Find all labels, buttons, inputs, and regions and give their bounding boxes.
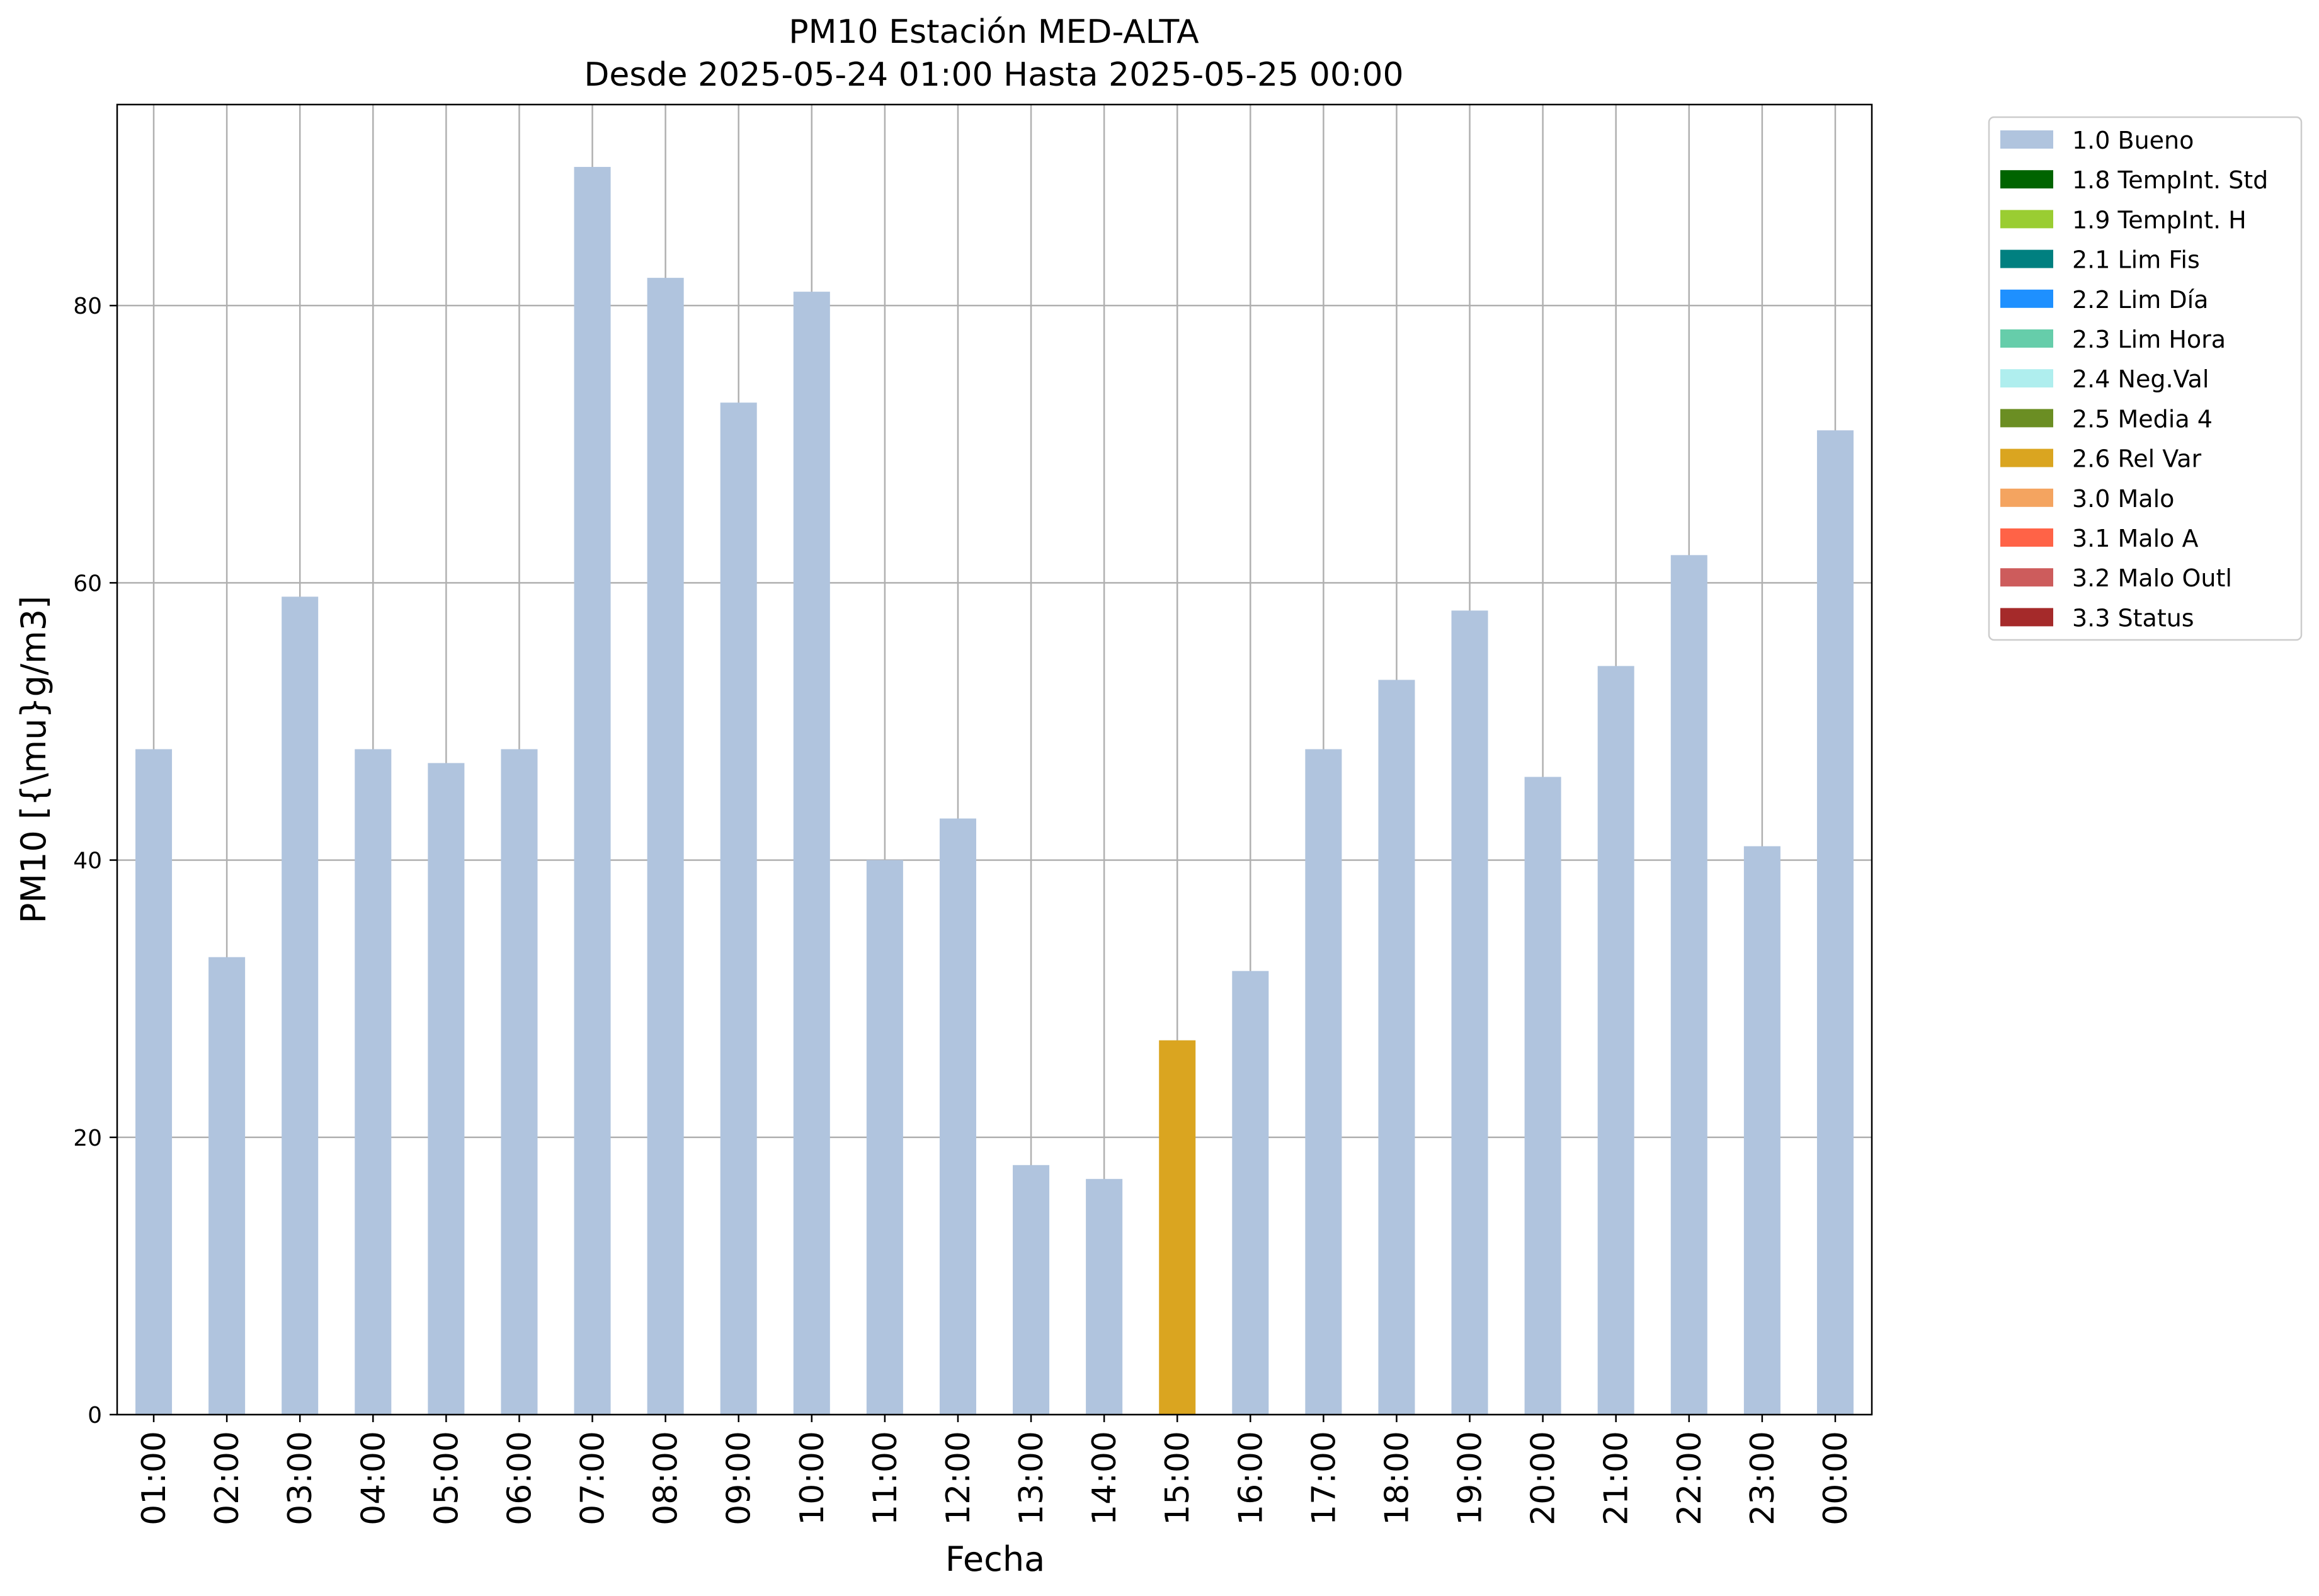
bar-0900 bbox=[720, 402, 757, 1415]
bar-0800 bbox=[647, 278, 684, 1415]
bar-0500 bbox=[428, 763, 465, 1415]
plot-area-frame bbox=[116, 103, 1873, 1416]
chart-title: PM10 Estación MED-ALTA bbox=[789, 13, 1199, 51]
legend-label: 1.0 Bueno bbox=[2072, 127, 2194, 154]
x-tick-label: 21:00 bbox=[1598, 1431, 1636, 1525]
legend-label: 3.0 Malo bbox=[2072, 485, 2174, 513]
legend: 1.0 Bueno 1.8 TempInt. Std 1.9 TempInt. H 2… bbox=[1988, 116, 2303, 641]
bar-2300 bbox=[1743, 846, 1781, 1415]
x-tick-label: 17:00 bbox=[1305, 1431, 1343, 1525]
bar-0000 bbox=[1816, 430, 1854, 1415]
bar-1700 bbox=[1305, 749, 1342, 1415]
x-tick-label: 13:00 bbox=[1013, 1431, 1051, 1525]
y-axis-label: PM10 [{\mu}g/m3] bbox=[14, 596, 54, 923]
legend-label: 2.3 Lim Hora bbox=[2072, 326, 2226, 353]
bar-2200 bbox=[1670, 555, 1707, 1415]
bar-1400 bbox=[1086, 1178, 1123, 1415]
y-tick-label: 40 bbox=[73, 848, 102, 874]
y-axis-ticks: 0 20 40 60 80 bbox=[73, 294, 117, 1428]
y-tick-label: 80 bbox=[73, 294, 102, 319]
bar-0600 bbox=[501, 749, 538, 1415]
bar-0100 bbox=[135, 749, 173, 1415]
legend-swatch bbox=[2000, 568, 2053, 587]
legend-swatch bbox=[2000, 608, 2053, 627]
legend-label: 3.3 Status bbox=[2072, 604, 2194, 632]
x-tick-label: 09:00 bbox=[721, 1431, 758, 1525]
bar-1900 bbox=[1451, 610, 1488, 1415]
x-tick-label: 07:00 bbox=[574, 1431, 612, 1525]
bar-2000 bbox=[1524, 777, 1561, 1415]
bar-0700 bbox=[574, 167, 611, 1415]
legend-swatch bbox=[2000, 448, 2053, 467]
bar-1300 bbox=[1013, 1165, 1050, 1415]
x-tick-label: 03:00 bbox=[282, 1431, 319, 1525]
x-axis-ticks: 01:00 02:00 03:00 04:00 05:00 06:00 07:00 08:00… bbox=[135, 1415, 1855, 1525]
x-tick-label: 06:00 bbox=[501, 1431, 538, 1525]
x-tick-label: 14:00 bbox=[1086, 1431, 1124, 1525]
x-axis-label: Fecha bbox=[945, 1539, 1045, 1579]
legend-swatch bbox=[2000, 249, 2053, 268]
legend-swatch bbox=[2000, 170, 2053, 189]
x-tick-label: 04:00 bbox=[355, 1431, 392, 1525]
x-tick-label: 00:00 bbox=[1817, 1431, 1855, 1525]
bar-2100 bbox=[1597, 666, 1634, 1415]
x-tick-label: 12:00 bbox=[940, 1431, 977, 1525]
legend-label: 2.6 Rel Var bbox=[2072, 445, 2202, 473]
legend-swatch bbox=[2000, 488, 2053, 507]
x-tick-label: 23:00 bbox=[1744, 1431, 1782, 1525]
bar-0400 bbox=[355, 749, 392, 1415]
bar-1600 bbox=[1232, 971, 1269, 1415]
legend-label: 1.9 TempInt. H bbox=[2072, 206, 2247, 234]
legend-swatch bbox=[2000, 409, 2053, 428]
legend-swatch bbox=[2000, 369, 2053, 388]
legend-swatch bbox=[2000, 329, 2053, 348]
x-tick-label: 05:00 bbox=[428, 1431, 465, 1525]
legend-swatch bbox=[2000, 289, 2053, 308]
x-tick-label: 18:00 bbox=[1378, 1431, 1416, 1525]
x-tick-label: 11:00 bbox=[867, 1431, 904, 1525]
x-tick-label: 16:00 bbox=[1232, 1431, 1270, 1525]
bar-1800 bbox=[1378, 680, 1415, 1415]
legend-swatch bbox=[2000, 130, 2053, 149]
bar-0200 bbox=[208, 957, 246, 1415]
y-tick-label: 0 bbox=[88, 1403, 102, 1428]
bar-1000 bbox=[793, 292, 830, 1415]
y-tick-label: 20 bbox=[73, 1126, 102, 1151]
legend-label: 1.8 TempInt. Std bbox=[2072, 166, 2268, 194]
bar-1500 bbox=[1159, 1040, 1196, 1415]
x-tick-label: 22:00 bbox=[1671, 1431, 1709, 1525]
x-tick-label: 02:00 bbox=[208, 1431, 246, 1525]
legend-label: 2.2 Lim Día bbox=[2072, 286, 2208, 314]
x-tick-label: 10:00 bbox=[794, 1431, 831, 1525]
bars-group bbox=[135, 167, 1854, 1415]
x-tick-label: 08:00 bbox=[647, 1431, 685, 1525]
legend-label: 2.4 Neg.Val bbox=[2072, 365, 2209, 393]
legend-swatch bbox=[2000, 210, 2053, 229]
x-tick-label: 20:00 bbox=[1525, 1431, 1563, 1525]
x-tick-label: 01:00 bbox=[135, 1431, 173, 1525]
y-tick-label: 60 bbox=[73, 571, 102, 596]
legend-label: 3.1 Malo A bbox=[2072, 525, 2198, 552]
legend-frame bbox=[1988, 116, 2303, 641]
bar-1100 bbox=[866, 860, 903, 1415]
legend-label: 2.1 Lim Fis bbox=[2072, 246, 2200, 274]
chart-subtitle: Desde 2025-05-24 01:00 Hasta 2025-05-25 … bbox=[584, 56, 1403, 94]
bar-1200 bbox=[939, 818, 976, 1415]
legend-label: 3.2 Malo Outl bbox=[2072, 564, 2232, 592]
bar-0300 bbox=[282, 596, 319, 1415]
x-tick-label: 19:00 bbox=[1452, 1431, 1490, 1525]
legend-swatch bbox=[2000, 528, 2053, 547]
legend-label: 2.5 Media 4 bbox=[2072, 405, 2213, 433]
x-tick-label: 15:00 bbox=[1159, 1431, 1197, 1525]
